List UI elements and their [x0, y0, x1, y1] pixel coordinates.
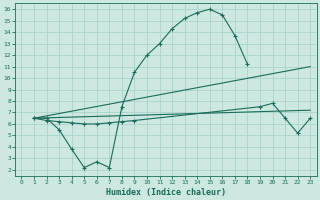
X-axis label: Humidex (Indice chaleur): Humidex (Indice chaleur) [106, 188, 226, 197]
